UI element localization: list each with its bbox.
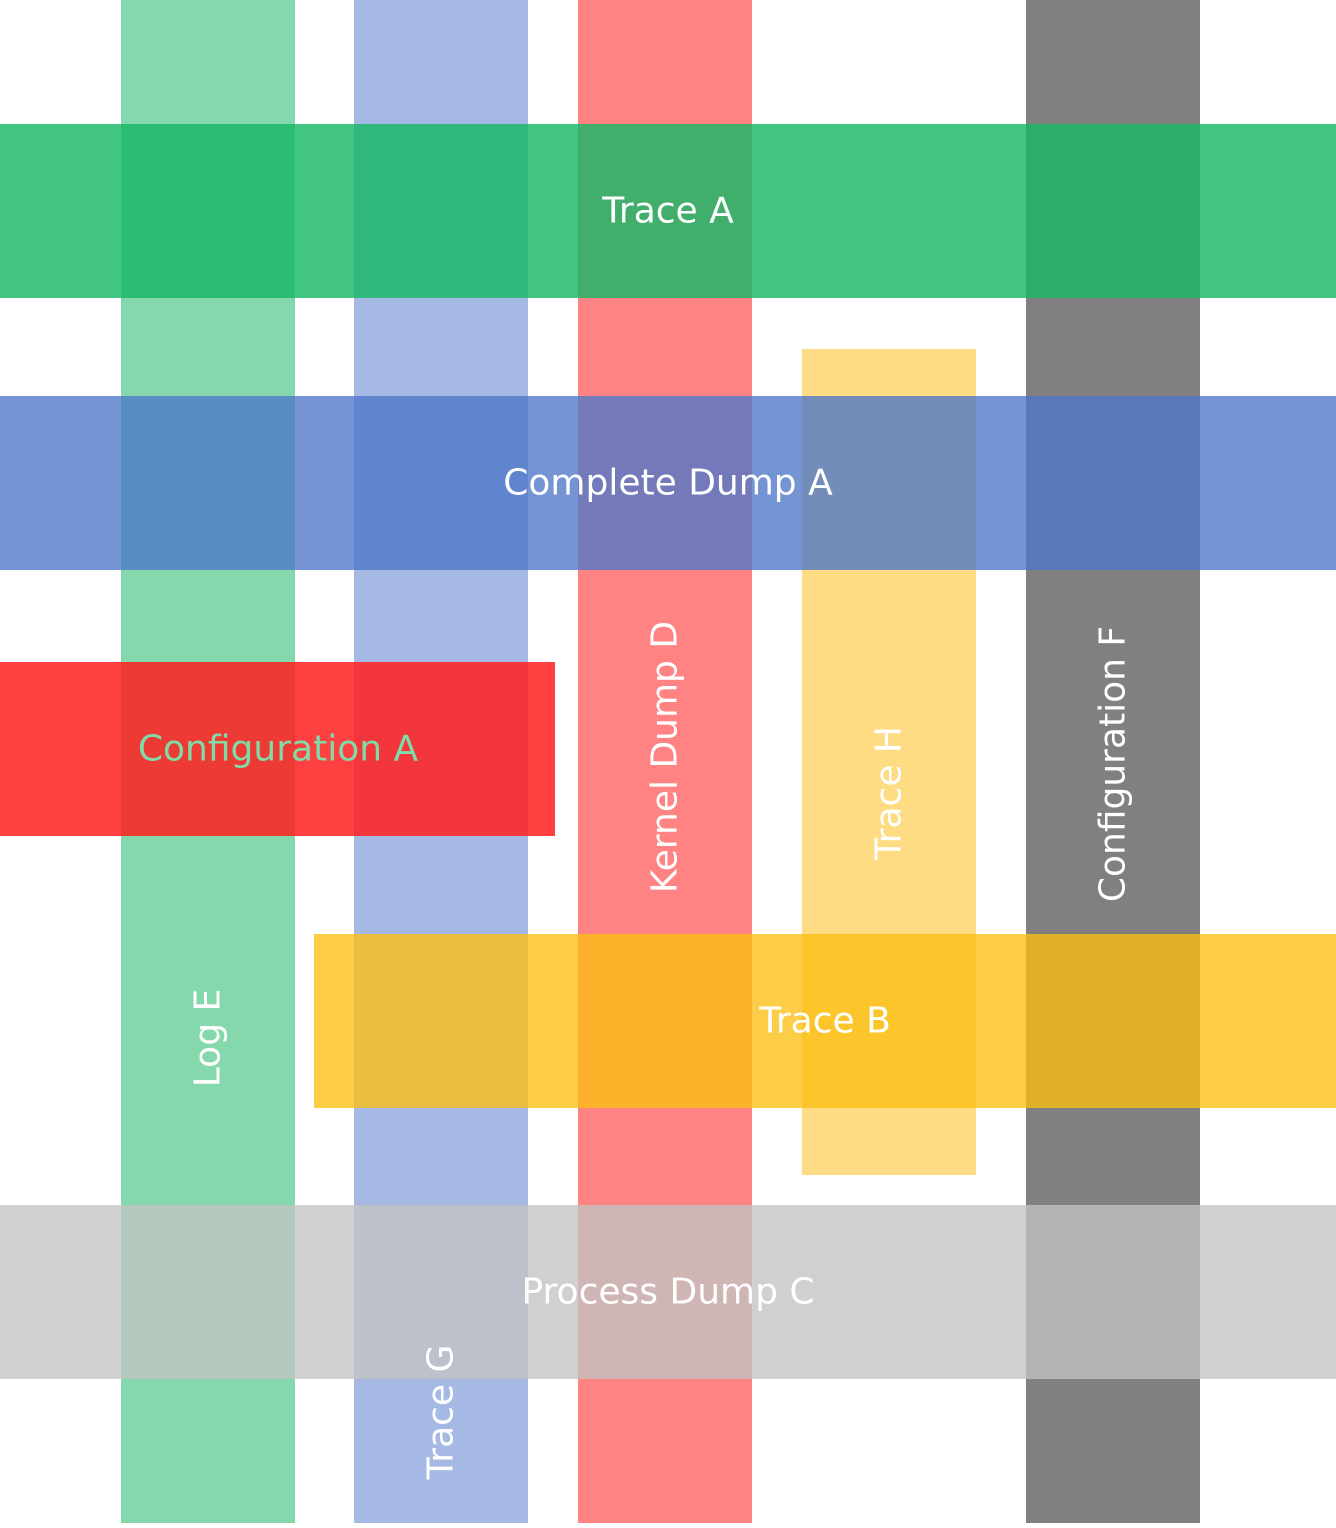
- label-trace-g: Trace G: [421, 1345, 462, 1481]
- band-complete-dump-a: [0, 396, 1336, 570]
- band-complete-dump-a-bar: [0, 396, 1336, 570]
- label-trace-h: Trace H: [869, 726, 910, 861]
- label-process-dump-c: Process Dump C: [521, 1272, 814, 1313]
- band-configuration-a: [0, 662, 555, 836]
- band-process-dump-c: [0, 1205, 1336, 1379]
- band-trace-b: [314, 934, 1336, 1108]
- label-configuration-a: Configuration A: [138, 729, 419, 770]
- band-trace-a: [0, 124, 1336, 298]
- label-configuration-f: Configuration F: [1093, 626, 1134, 902]
- label-complete-dump-a: Complete Dump A: [503, 463, 833, 504]
- band-configuration-a-bar: [0, 662, 555, 836]
- label-trace-a: Trace A: [601, 191, 734, 232]
- band-trace-a-bar: [0, 124, 1336, 298]
- band-trace-b-bar: [314, 934, 1336, 1108]
- label-trace-b: Trace B: [758, 1001, 891, 1042]
- label-log-e: Log E: [188, 989, 229, 1088]
- label-kernel-dump-d: Kernel Dump D: [645, 621, 686, 893]
- band-process-dump-c-bar: [0, 1205, 1336, 1379]
